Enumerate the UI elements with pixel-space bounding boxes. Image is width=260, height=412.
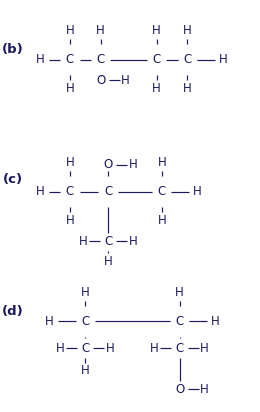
- Text: (d): (d): [2, 304, 23, 318]
- Text: H: H: [150, 342, 159, 355]
- Text: C: C: [81, 342, 89, 355]
- Text: H: H: [36, 53, 45, 66]
- Text: C: C: [104, 185, 112, 198]
- Text: H: H: [79, 234, 88, 248]
- Text: H: H: [56, 342, 64, 355]
- Text: H: H: [129, 234, 138, 248]
- Text: H: H: [219, 53, 228, 66]
- Text: C: C: [176, 342, 184, 355]
- Text: O: O: [96, 74, 105, 87]
- Text: H: H: [96, 24, 105, 37]
- Text: H: H: [157, 214, 166, 227]
- Text: H: H: [81, 286, 90, 299]
- Text: O: O: [175, 383, 184, 396]
- Text: O: O: [103, 158, 113, 171]
- Text: H: H: [129, 158, 138, 171]
- Text: H: H: [183, 82, 192, 95]
- Text: H: H: [81, 364, 90, 377]
- Text: C: C: [96, 53, 105, 66]
- Text: H: H: [183, 24, 192, 37]
- Text: H: H: [157, 156, 166, 169]
- Text: H: H: [104, 255, 113, 268]
- Text: (c): (c): [2, 173, 23, 186]
- Text: H: H: [66, 214, 74, 227]
- Text: H: H: [193, 185, 202, 198]
- Text: H: H: [66, 156, 74, 169]
- Text: C: C: [176, 315, 184, 328]
- Text: C: C: [104, 234, 112, 248]
- Text: H: H: [211, 315, 220, 328]
- Text: H: H: [152, 82, 161, 95]
- Text: C: C: [66, 185, 74, 198]
- Text: H: H: [121, 74, 130, 87]
- Text: H: H: [66, 24, 74, 37]
- Text: H: H: [45, 315, 54, 328]
- Text: C: C: [81, 315, 89, 328]
- Text: H: H: [200, 342, 209, 355]
- Text: H: H: [66, 82, 74, 95]
- Text: C: C: [153, 53, 161, 66]
- Text: C: C: [183, 53, 191, 66]
- Text: C: C: [66, 53, 74, 66]
- Text: C: C: [158, 185, 166, 198]
- Text: (b): (b): [2, 43, 23, 56]
- Text: H: H: [200, 383, 209, 396]
- Text: H: H: [152, 24, 161, 37]
- Text: H: H: [106, 342, 115, 355]
- Text: H: H: [175, 286, 184, 299]
- Text: H: H: [36, 185, 45, 198]
